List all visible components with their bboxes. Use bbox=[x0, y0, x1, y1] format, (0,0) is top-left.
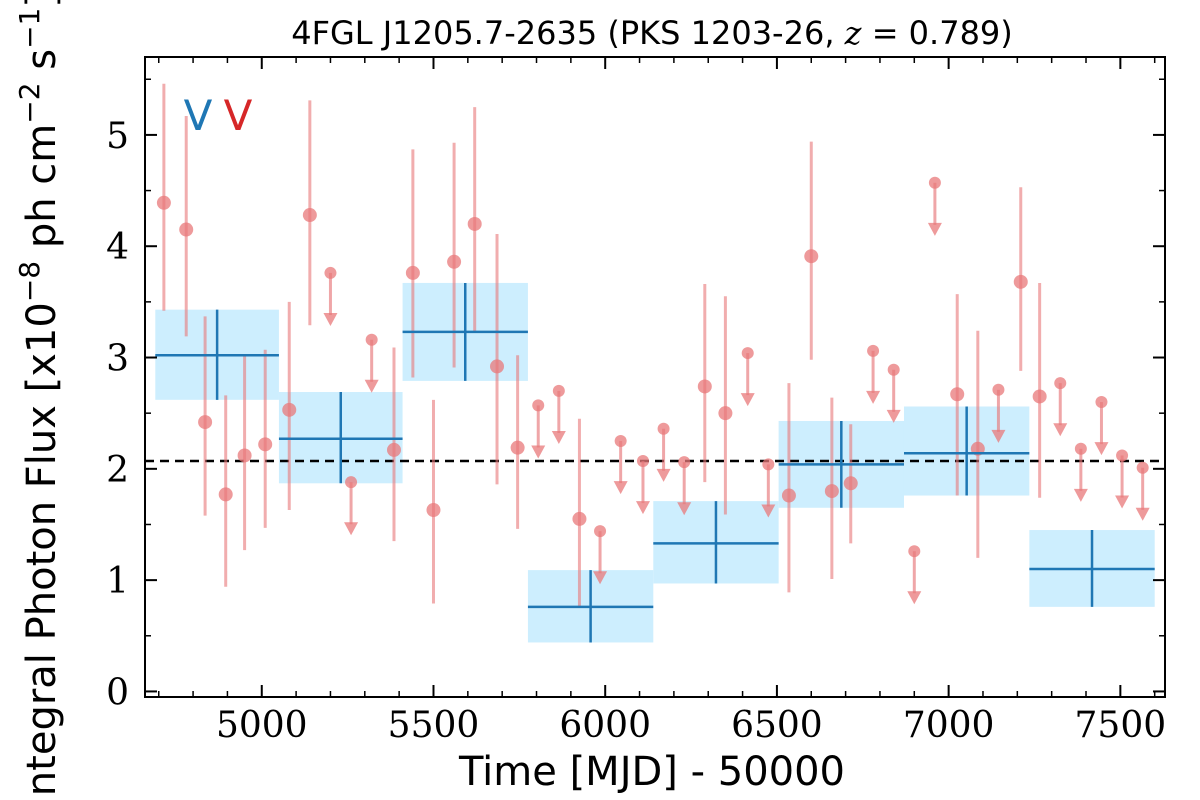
upper-limit-arrow-head bbox=[551, 431, 566, 444]
detection-point bbox=[843, 476, 858, 491]
x-tick-label: 7000 bbox=[903, 705, 995, 746]
upper-limit-arrow-head bbox=[991, 429, 1006, 443]
upper-limit-point bbox=[345, 476, 358, 489]
upper-limit-arrow-head bbox=[1094, 442, 1109, 456]
detection-point bbox=[405, 265, 420, 280]
y-tick-label: 2 bbox=[106, 450, 129, 491]
legend-marker-long-bins: V bbox=[184, 91, 213, 140]
upper-limit-point bbox=[657, 422, 670, 435]
detection-point bbox=[447, 254, 462, 269]
detection-point bbox=[510, 440, 525, 455]
x-axis-label: Time [MJD] - 50000 bbox=[458, 749, 845, 795]
detection-point bbox=[824, 484, 839, 499]
upper-limit-point bbox=[365, 333, 378, 346]
upper-limit-arrow-head bbox=[323, 313, 338, 327]
upper-limit-point bbox=[887, 363, 900, 376]
x-tick-label: 5500 bbox=[388, 705, 480, 746]
plot-axes: 5000 5500 6000 6500 7000 7500 0 1 2 3 4 5 bbox=[106, 56, 1167, 746]
upper-limit-arrow-head bbox=[344, 522, 359, 536]
detection-point bbox=[237, 448, 252, 463]
y-tick-label: 1 bbox=[106, 561, 129, 602]
detection-point bbox=[282, 402, 297, 417]
plot-frame bbox=[144, 56, 1166, 698]
upper-limit-arrow-head bbox=[866, 390, 881, 404]
detection-point bbox=[467, 216, 482, 231]
x-tick-label: 6000 bbox=[559, 705, 651, 746]
legend-marker-short-bins: V bbox=[224, 91, 253, 140]
upper-limit-arrow-head bbox=[613, 481, 628, 495]
y-tick-label: 4 bbox=[106, 227, 129, 268]
upper-limit-point bbox=[992, 383, 1005, 396]
detection-point bbox=[258, 437, 273, 452]
upper-limit-arrow-head bbox=[907, 591, 922, 605]
y-axis-label: Integral Photon Flux [x10−8 ph cm−2 s−1] bbox=[13, 0, 65, 800]
upper-limit-point bbox=[636, 455, 649, 468]
upper-limit-arrow-head bbox=[740, 393, 755, 407]
detection-point bbox=[490, 359, 505, 374]
detection-point bbox=[572, 511, 587, 526]
x-tick-label: 6500 bbox=[731, 705, 823, 746]
upper-limit-arrow-head bbox=[927, 222, 942, 236]
upper-limit-point bbox=[741, 347, 754, 360]
detection-point bbox=[1013, 274, 1028, 289]
upper-limit-arrow-head bbox=[593, 571, 608, 585]
detection-point bbox=[179, 222, 194, 237]
detection-point bbox=[218, 487, 233, 502]
detection-point bbox=[198, 415, 213, 430]
upper-limit-point bbox=[762, 458, 775, 471]
detection-point bbox=[804, 249, 819, 264]
upper-limit-layer bbox=[323, 176, 1150, 605]
upper-limit-point bbox=[552, 384, 565, 397]
upper-limit-arrow-head bbox=[364, 379, 379, 393]
upper-limit-arrow-head bbox=[1115, 495, 1130, 509]
detection-layer bbox=[156, 83, 1047, 607]
upper-limit-arrow-head bbox=[635, 501, 650, 515]
y-tick-label: 0 bbox=[106, 672, 129, 713]
upper-limit-arrow-head bbox=[1073, 488, 1088, 502]
upper-limit-point bbox=[324, 266, 337, 279]
upper-limit-arrow-head bbox=[677, 502, 692, 516]
upper-limit-point bbox=[1054, 377, 1067, 390]
upper-limit-point bbox=[928, 176, 941, 189]
detection-point bbox=[1032, 389, 1047, 404]
x-tick-label: 5000 bbox=[216, 705, 308, 746]
detection-point bbox=[156, 195, 171, 210]
detection-point bbox=[697, 379, 712, 394]
detection-point bbox=[386, 442, 401, 457]
upper-limit-arrow-head bbox=[531, 445, 546, 459]
upper-limit-point bbox=[678, 456, 691, 469]
chart-title: 4FGL J1205.7-2635 (PKS 1203-26, z = 0.78… bbox=[291, 14, 1013, 52]
detection-point bbox=[781, 488, 796, 503]
upper-limit-point bbox=[594, 525, 607, 538]
upper-limit-point bbox=[1116, 449, 1129, 462]
upper-limit-point bbox=[1095, 396, 1108, 409]
y-tick-label: 3 bbox=[106, 339, 129, 380]
long-bin-bands bbox=[155, 282, 1155, 643]
upper-limit-point bbox=[1074, 442, 1087, 455]
upper-limit-point bbox=[532, 399, 545, 412]
upper-limit-arrow-head bbox=[886, 409, 901, 423]
upper-limit-arrow-head bbox=[761, 504, 776, 518]
upper-limit-arrow-head bbox=[1135, 507, 1150, 521]
upper-limit-point bbox=[867, 344, 880, 357]
upper-limit-point bbox=[1136, 461, 1149, 474]
upper-limit-arrow-head bbox=[656, 468, 671, 482]
detection-point bbox=[426, 503, 441, 518]
upper-limit-point bbox=[614, 435, 627, 447]
upper-limit-arrow-head bbox=[1053, 423, 1068, 437]
long-bin-layer bbox=[155, 282, 1155, 643]
detection-point bbox=[950, 387, 965, 402]
detection-point bbox=[718, 406, 733, 421]
y-tick-label: 5 bbox=[106, 116, 129, 157]
detection-point bbox=[302, 208, 317, 223]
x-tick-label: 7500 bbox=[1075, 705, 1167, 746]
upper-limit-point bbox=[908, 545, 921, 558]
